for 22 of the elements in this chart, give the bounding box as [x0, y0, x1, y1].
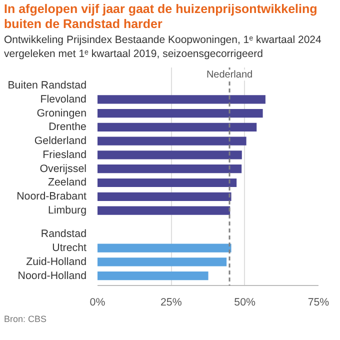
- ref-line-label: Nederland: [206, 70, 253, 81]
- text: Bron: CBS: [4, 313, 47, 326]
- y-tick-label: Noord-Holland: [18, 270, 87, 282]
- x-tick-label: 75%: [308, 296, 330, 309]
- y-tick-label: Overijssel: [40, 163, 87, 176]
- x-tick-label: 50%: [234, 296, 256, 309]
- y-tick-label: Zeeland: [48, 177, 87, 190]
- x-tick-label: 25%: [160, 296, 182, 309]
- y-tick-label: Drenthe: [48, 121, 87, 134]
- y-tick-label: Utrecht: [52, 242, 87, 254]
- y-tick-label: Groningen: [36, 108, 87, 120]
- y-tick-label: Buiten Randstad: [8, 80, 87, 92]
- y-tick-label: Zuid-Holland: [26, 256, 87, 268]
- y-tick-label: Gelderland: [34, 135, 87, 148]
- chart-subtitle: Ontwikkeling Prijsindex Bestaande Koopwoningen, 1ᵉ kwartaal 2024 vergeleken met 1ᵉ kwartaal 2019, seizoensgecorrigeerd: [4, 34, 322, 62]
- y-tick-label: Limburg: [48, 204, 87, 217]
- y-tick-label: Flevoland: [40, 94, 87, 106]
- y-tick-label: Friesland: [42, 149, 87, 162]
- x-tick-label: 0%: [90, 296, 106, 309]
- y-tick-label: Randstad: [40, 228, 87, 240]
- chart-title: In afgelopen vijf jaar gaat de huizenprijsontwikkeling buiten de Randstad harder: [4, 2, 318, 32]
- y-tick-label: Noord-Brabant: [16, 190, 87, 203]
